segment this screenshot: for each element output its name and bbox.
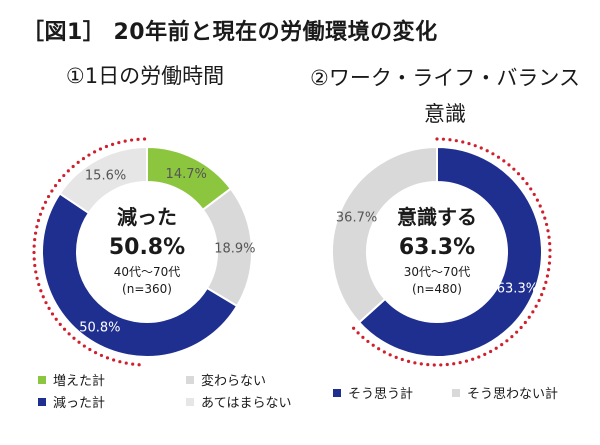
chart2-slice-1: [331, 145, 438, 324]
chart2-center-headline: 意識する: [397, 205, 477, 229]
chart2-title-line1: ②ワーク・ライフ・バランス: [310, 66, 580, 90]
chart1-center-headline: 減った: [117, 205, 177, 229]
legend-swatch-think: [333, 388, 341, 397]
chart1-slice-3: [58, 145, 148, 215]
legend-label-think: そう思う計: [348, 387, 414, 402]
chart2-slice-label-0: 63.3%: [497, 282, 538, 297]
chart2-slice-label-1: 36.7%: [336, 210, 377, 225]
legend-label-na: あてはまらない: [201, 396, 292, 411]
legend-item-same: 変わらない: [186, 370, 266, 389]
chart2-title: ②ワーク・ライフ・バランス 意識: [300, 60, 590, 132]
legend-label-increase: 増えた計: [53, 374, 106, 389]
legend-swatch-same: [186, 375, 194, 384]
chart2-slice-0: [357, 145, 543, 358]
legend-swatch-na: [186, 397, 194, 406]
legend-label-same: 変わらない: [201, 374, 267, 389]
chart1-slice-label-3: 15.6%: [85, 168, 126, 183]
legend-item-dont-think: そう思わない計: [452, 383, 558, 402]
legend-item-decrease: 減った計: [38, 392, 105, 411]
chart1-title: ①1日の労働時間: [65, 64, 225, 88]
legend-item-think: そう思う計: [333, 383, 413, 402]
chart2-center-sub1: 30代～70代: [404, 265, 471, 279]
legend-swatch-increase: [38, 375, 46, 384]
chart1-slice-label-0: 14.7%: [166, 167, 207, 182]
chart1-center-value: 50.8%: [109, 235, 185, 260]
chart1-center-sub1: 40代～70代: [114, 265, 181, 279]
chart1-slice-label-2: 50.8%: [79, 320, 120, 335]
chart2-title-line2: 意識: [424, 102, 466, 126]
legend-label-decrease: 減った計: [53, 396, 106, 411]
chart1-slice-2: [41, 192, 239, 359]
legend-swatch-dont-think: [452, 388, 460, 397]
chart1-slice-label-1: 18.9%: [214, 241, 255, 256]
legend-item-na: あてはまらない: [186, 392, 291, 411]
chart2-center-value: 63.3%: [399, 235, 475, 260]
chart2-center-sub2: (n=480): [412, 282, 462, 296]
chart1-highlight-ring: [32, 137, 149, 367]
legend-label-dont-think: そう思わない計: [467, 387, 559, 402]
chart1-center-sub2: (n=360): [122, 282, 172, 296]
legend-item-increase: 増えた計: [38, 370, 105, 389]
legend-swatch-decrease: [38, 397, 46, 406]
figure-title: ［図1］ 20年前と現在の労働環境の変化: [22, 20, 438, 45]
